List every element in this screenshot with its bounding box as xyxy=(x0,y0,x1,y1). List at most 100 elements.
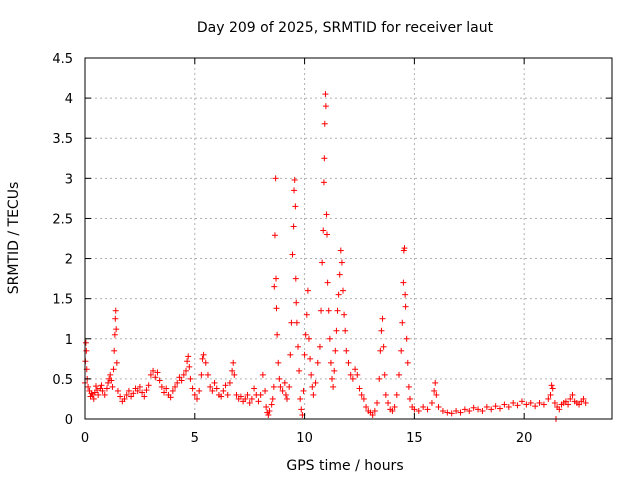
data-point xyxy=(479,407,486,414)
data-point xyxy=(271,283,278,290)
data-point xyxy=(99,387,106,394)
data-point xyxy=(112,307,119,314)
y-tick-label: 4.5 xyxy=(52,52,73,67)
data-point xyxy=(291,176,298,183)
grid xyxy=(85,58,612,419)
data-point xyxy=(374,399,381,406)
data-point xyxy=(431,387,438,394)
data-point xyxy=(403,335,410,342)
data-point xyxy=(110,366,117,373)
data-point xyxy=(567,395,574,402)
data-point xyxy=(121,395,128,402)
data-point xyxy=(112,315,119,322)
data-point xyxy=(547,391,554,398)
data-point xyxy=(123,391,130,398)
data-point xyxy=(117,393,124,400)
data-point xyxy=(248,395,255,402)
data-point xyxy=(435,403,442,410)
data-point xyxy=(174,379,181,386)
data-point xyxy=(309,383,316,390)
data-point xyxy=(532,403,539,410)
data-point xyxy=(352,366,359,373)
data-point xyxy=(345,359,352,366)
data-point xyxy=(556,406,563,413)
data-point xyxy=(444,409,451,416)
data-point xyxy=(226,379,233,386)
data-point xyxy=(290,223,297,230)
y-tick-label: 2 xyxy=(65,253,73,268)
data-point xyxy=(385,399,392,406)
data-point xyxy=(113,326,120,333)
data-point xyxy=(420,403,427,410)
data-point xyxy=(246,399,253,406)
data-point xyxy=(273,275,280,282)
data-point xyxy=(321,155,328,162)
data-point xyxy=(163,385,170,392)
data-point xyxy=(242,395,249,402)
y-tick-label: 2.5 xyxy=(52,212,73,227)
data-point xyxy=(314,359,321,366)
data-point xyxy=(114,387,121,394)
data-point xyxy=(321,120,328,127)
data-point xyxy=(457,409,464,416)
data-point xyxy=(289,251,296,258)
data-point xyxy=(312,379,319,386)
data-point xyxy=(108,377,115,384)
data-point xyxy=(580,395,587,402)
data-point xyxy=(380,343,387,350)
data-point xyxy=(199,355,206,362)
data-point xyxy=(284,395,291,402)
data-point xyxy=(510,399,517,406)
data-point xyxy=(327,359,334,366)
data-point xyxy=(265,411,272,418)
data-point xyxy=(360,395,367,402)
data-point xyxy=(304,287,311,294)
data-point xyxy=(156,377,163,384)
data-point xyxy=(377,347,384,354)
data-point xyxy=(237,393,244,400)
data-point xyxy=(376,375,383,382)
data-point xyxy=(424,406,431,413)
data-point xyxy=(270,383,277,390)
data-point xyxy=(296,367,303,374)
data-point xyxy=(222,382,229,389)
data-point xyxy=(191,391,198,398)
data-point xyxy=(320,179,327,186)
data-point xyxy=(461,406,468,413)
data-point xyxy=(402,291,409,298)
data-point xyxy=(320,227,327,234)
data-point xyxy=(565,401,572,408)
data-point xyxy=(262,387,269,394)
data-point xyxy=(576,401,583,408)
data-point xyxy=(111,347,118,354)
data-point xyxy=(308,371,315,378)
data-point xyxy=(178,377,185,384)
data-point xyxy=(257,391,264,398)
data-point xyxy=(113,359,120,366)
data-point xyxy=(272,175,279,182)
data-point xyxy=(326,335,333,342)
data-point xyxy=(347,371,354,378)
data-point xyxy=(293,299,300,306)
data-point xyxy=(549,385,556,392)
data-point xyxy=(230,359,237,366)
data-point xyxy=(169,387,176,394)
data-point xyxy=(291,187,298,194)
data-point xyxy=(492,403,499,410)
data-point xyxy=(316,343,323,350)
data-point xyxy=(453,407,460,414)
data-point xyxy=(231,371,238,378)
data-point xyxy=(276,375,283,382)
y-tick-label: 1.5 xyxy=(52,293,73,308)
data-point xyxy=(331,367,338,374)
data-point xyxy=(411,406,418,413)
data-point xyxy=(154,369,161,376)
data-point xyxy=(282,391,289,398)
data-point xyxy=(540,401,547,408)
data-point xyxy=(229,367,236,374)
data-point xyxy=(298,406,305,413)
data-point xyxy=(329,375,336,382)
y-axis-label: SRMTID / TECUs xyxy=(6,182,22,295)
data-point xyxy=(198,371,205,378)
data-point xyxy=(94,387,101,394)
